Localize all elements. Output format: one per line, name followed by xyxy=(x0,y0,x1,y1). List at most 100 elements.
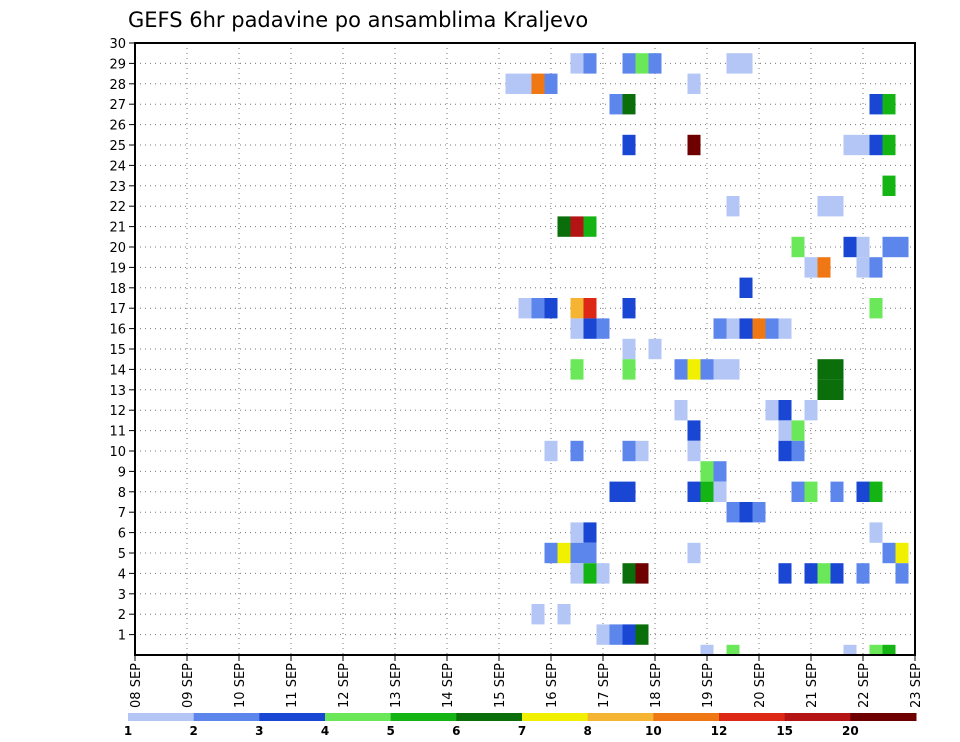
precip-cell xyxy=(622,134,636,156)
y-tick-label: 22 xyxy=(109,200,126,215)
y-tick-label: 9 xyxy=(118,465,126,480)
precip-cell xyxy=(713,318,727,339)
y-tick-label: 11 xyxy=(109,425,126,440)
precip-cell xyxy=(570,542,584,564)
colorbar-swatch xyxy=(522,713,589,721)
precip-cell xyxy=(570,563,584,584)
precip-cell xyxy=(583,216,597,237)
colorbar-swatch xyxy=(259,713,326,721)
precip-cell xyxy=(557,216,571,237)
precip-cell xyxy=(700,461,714,482)
precip-cell xyxy=(583,53,597,74)
precip-cell xyxy=(726,644,740,655)
precip-cell xyxy=(687,134,701,156)
precip-cell xyxy=(895,563,909,584)
colorbar: 1 2 3 4 5 6 7 8 10 12 15 20 xyxy=(124,713,917,738)
precip-cell xyxy=(609,624,623,645)
precip-cell xyxy=(869,522,883,543)
precip-cell xyxy=(570,216,584,237)
y-tick-label: 18 xyxy=(109,282,126,297)
x-tick-label: 08 SEP xyxy=(129,663,144,708)
precip-cell xyxy=(726,196,740,217)
precip-cell xyxy=(518,298,532,319)
precip-cell xyxy=(583,542,597,564)
precip-cell xyxy=(856,236,870,258)
precip-cell xyxy=(752,318,766,339)
x-tick-label: 17 SEP xyxy=(597,663,612,708)
precip-cell xyxy=(570,318,584,339)
precip-cell xyxy=(583,318,597,339)
x-tick-label: 22 SEP xyxy=(857,663,872,708)
precip-cell xyxy=(635,53,649,74)
y-tick-label: 10 xyxy=(109,445,126,460)
y-tick-label: 8 xyxy=(118,486,126,501)
precip-cell xyxy=(518,73,532,94)
y-tick-label: 7 xyxy=(118,506,126,521)
precip-cell xyxy=(557,604,571,625)
x-tick-label: 14 SEP xyxy=(441,663,456,708)
chart-title: GEFS 6hr padavine po ansamblima Kraljevo xyxy=(128,8,588,32)
precip-cell xyxy=(830,563,844,584)
y-tick-label: 19 xyxy=(109,261,126,276)
colorbar-label: 4 xyxy=(321,724,329,738)
precip-cell xyxy=(791,440,805,462)
colorbar-swatch xyxy=(850,713,917,721)
precip-cell xyxy=(778,440,792,462)
precip-cell xyxy=(674,400,688,421)
precip-cell xyxy=(505,73,519,94)
precip-cell xyxy=(687,440,701,462)
colorbar-label: 15 xyxy=(776,724,793,738)
x-tick-label: 10 SEP xyxy=(233,663,248,708)
x-tick-label: 15 SEP xyxy=(493,663,508,708)
colorbar-swatch xyxy=(456,713,523,721)
precip-cell xyxy=(596,563,610,584)
precip-cell xyxy=(739,277,753,298)
precip-cell xyxy=(622,481,636,502)
precip-cell xyxy=(713,461,727,482)
precip-cell xyxy=(791,481,805,502)
colorbar-label: 2 xyxy=(189,724,197,738)
precip-cell xyxy=(791,420,805,441)
y-tick-label: 24 xyxy=(109,159,126,174)
precip-cell xyxy=(726,359,740,380)
precip-cell xyxy=(700,481,714,502)
precip-cell xyxy=(882,134,896,156)
precip-cell xyxy=(791,236,805,258)
precip-cell xyxy=(726,318,740,339)
precip-cell xyxy=(895,236,909,258)
y-tick-label: 20 xyxy=(109,241,126,256)
precip-cell xyxy=(778,400,792,421)
precip-cell xyxy=(726,502,740,523)
x-tick-label: 20 SEP xyxy=(753,663,768,708)
precip-cell xyxy=(765,318,779,339)
colorbar-label: 7 xyxy=(518,724,526,738)
precip-cell xyxy=(830,359,844,380)
colorbar-swatch xyxy=(719,713,786,721)
precip-cell xyxy=(739,318,753,339)
y-tick-label: 25 xyxy=(109,139,126,154)
precip-cell xyxy=(622,563,636,584)
precip-cell xyxy=(882,236,896,258)
x-tick-label: 16 SEP xyxy=(545,663,560,708)
colorbar-swatch xyxy=(390,713,457,721)
precip-cell xyxy=(713,481,727,502)
precip-cell xyxy=(557,542,571,564)
precip-cell xyxy=(596,318,610,339)
precip-cell xyxy=(648,53,662,74)
precip-cell xyxy=(869,257,883,278)
y-tick-label: 4 xyxy=(118,567,126,582)
precip-cell xyxy=(856,257,870,278)
x-tick-label: 21 SEP xyxy=(805,663,820,708)
y-tick-label: 1 xyxy=(118,629,126,644)
precip-cell xyxy=(609,94,623,115)
x-tick-label: 12 SEP xyxy=(337,663,352,708)
precip-cell xyxy=(622,359,636,380)
colorbar-label: 8 xyxy=(583,724,591,738)
precip-cell xyxy=(804,257,818,278)
colorbar-swatch xyxy=(128,713,195,721)
precip-cell xyxy=(817,359,831,380)
y-tick-label: 28 xyxy=(109,78,126,93)
precip-cell xyxy=(869,481,883,502)
precip-cell xyxy=(544,298,558,319)
precip-cell xyxy=(882,644,896,655)
